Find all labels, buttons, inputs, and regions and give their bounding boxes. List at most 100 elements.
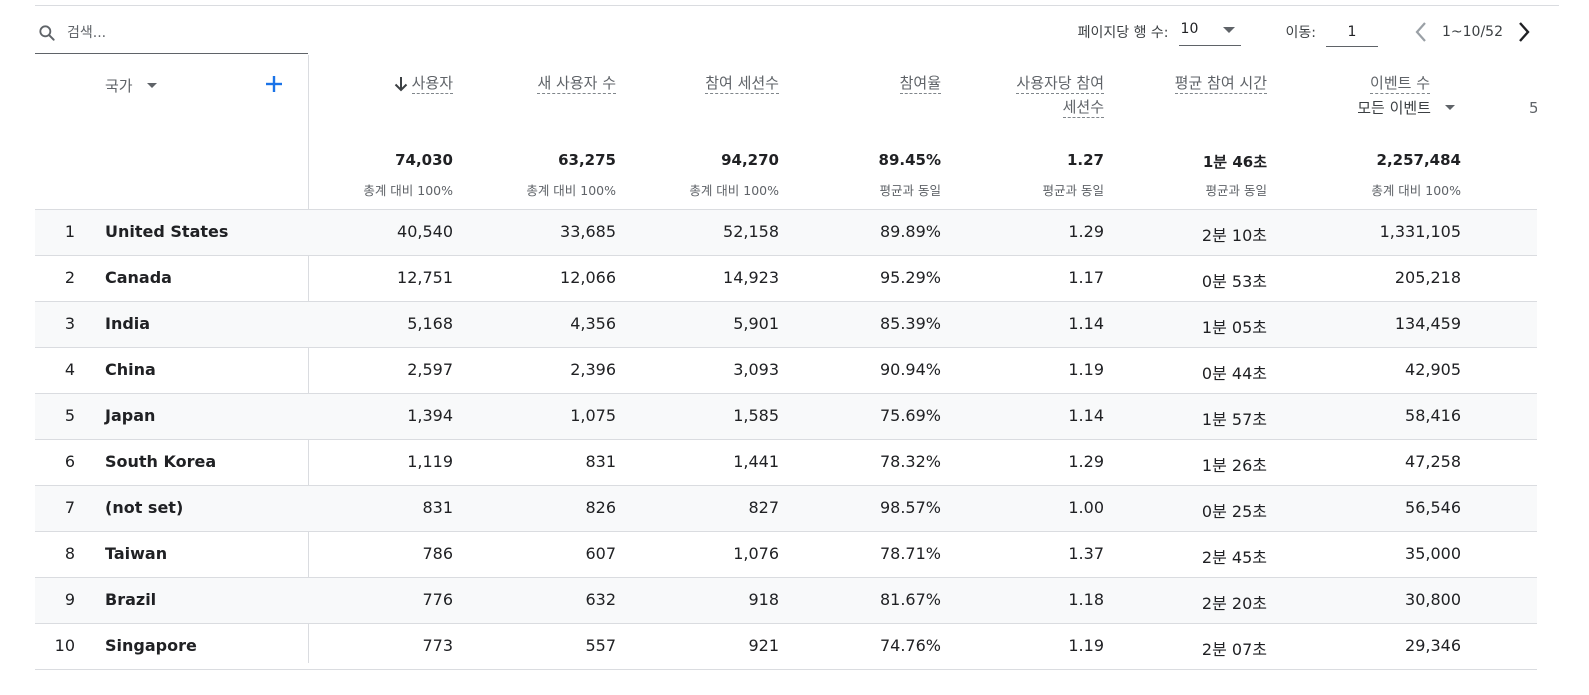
table-cell: 33,685 <box>560 222 616 241</box>
table-row[interactable]: 1 United States 40,540 33,685 52,158 89.89% 1.… <box>35 210 1537 256</box>
search-icon <box>39 25 55 41</box>
page-range: 1~10/52 <box>1442 24 1503 40</box>
column-title-line2: 세션수 <box>1062 98 1104 118</box>
column-header-event-count[interactable]: 이벤트 수 모든 이벤트 <box>1275 71 1455 118</box>
row-index: 7 <box>64 498 75 517</box>
row-index: 9 <box>64 590 75 609</box>
table-row[interactable]: 7 (not set) 831 826 827 98.57% 1.00 0분 25초 56,54… <box>35 486 1537 532</box>
table-cell: 776 <box>422 590 453 609</box>
plus-icon[interactable] <box>263 73 285 95</box>
table-cell: 52,158 <box>723 222 779 241</box>
table-cell: 1.29 <box>1068 222 1104 241</box>
caret-down-icon <box>1445 105 1455 110</box>
column-header-engaged-sessions[interactable]: 참여 세션수 <box>619 71 779 95</box>
table-cell: 921 <box>748 636 779 655</box>
table-cell: 4,356 <box>570 314 616 333</box>
table-cell: 1.00 <box>1068 498 1104 517</box>
table-cell: 1.19 <box>1068 360 1104 379</box>
clipped-column-header: 5 <box>1529 99 1537 117</box>
table-cell: 58,416 <box>1405 406 1461 425</box>
table-cell: 1.14 <box>1068 314 1104 333</box>
total-engaged-sessions: 94,270 <box>721 151 779 169</box>
row-country[interactable]: South Korea <box>105 452 217 471</box>
table-row[interactable]: 6 South Korea 1,119 831 1,441 78.32% 1.29 1분 26… <box>35 440 1537 486</box>
row-index: 8 <box>64 544 75 563</box>
caret-down-icon <box>1222 26 1235 33</box>
row-index: 6 <box>64 452 75 471</box>
event-filter-value: 모든 이벤트 <box>1357 99 1431 117</box>
chevron-right-icon <box>1519 22 1530 42</box>
table-cell: 98.57% <box>879 498 941 517</box>
goto-label: 이동: <box>1285 25 1317 41</box>
row-index: 1 <box>64 222 75 241</box>
column-title: 평균 참여 시간 <box>1174 74 1267 94</box>
column-title: 참여율 <box>899 74 941 94</box>
table-row[interactable]: 8 Taiwan 786 607 1,076 78.71% 1.37 2분 45초 35,000 <box>35 532 1537 578</box>
table-row[interactable]: 3 India 5,168 4,356 5,901 85.39% 1.14 1분 05초 134… <box>35 302 1537 348</box>
rows-per-page-select[interactable]: 10 <box>1178 19 1241 46</box>
row-country[interactable]: Canada <box>105 268 172 287</box>
table-row[interactable]: 10 Singapore 773 557 921 74.76% 1.19 2분 07초 29,3… <box>35 624 1537 670</box>
column-title: 사용자 <box>411 74 453 94</box>
table-cell: 205,218 <box>1394 268 1461 287</box>
row-country[interactable]: (not set) <box>105 498 184 517</box>
table-cell: 2,396 <box>570 360 616 379</box>
column-header-engagement-rate[interactable]: 참여율 <box>781 71 941 95</box>
table-cell: 35,000 <box>1405 544 1461 563</box>
table-cell: 78.71% <box>879 544 941 563</box>
next-page-button[interactable] <box>1511 19 1537 45</box>
table-row[interactable]: 9 Brazil 776 632 918 81.67% 1.18 2분 20초 30,800 <box>35 578 1537 624</box>
total-event-count: 2,257,484 <box>1376 151 1461 169</box>
table-cell: 918 <box>748 590 779 609</box>
table-cell: 1,331,105 <box>1379 222 1461 241</box>
table-cell: 827 <box>748 498 779 517</box>
table-cell: 786 <box>422 544 453 563</box>
row-country[interactable]: China <box>105 360 156 379</box>
search-input[interactable] <box>65 20 299 46</box>
row-index: 5 <box>64 406 75 425</box>
total-note: 평균과 동일 <box>1205 183 1267 198</box>
column-title: 이벤트 수 <box>1370 74 1430 94</box>
row-country[interactable]: Japan <box>105 406 156 425</box>
total-new-users: 63,275 <box>558 151 616 169</box>
table-cell: 1분 05초 <box>1201 318 1267 337</box>
table-cell: 1.17 <box>1068 268 1104 287</box>
prev-page-button[interactable] <box>1408 19 1434 45</box>
column-header-sessions-per-user[interactable]: 사용자당 참여 세션수 <box>944 71 1104 119</box>
table-cell: 2분 20초 <box>1201 594 1267 613</box>
total-note: 평균과 동일 <box>1042 183 1104 198</box>
table-header: 국가 사용자 새 사용자 수 참여 세션수 참여율 사용자당 참여 세 <box>35 55 1537 210</box>
table-row[interactable]: 5 Japan 1,394 1,075 1,585 75.69% 1.14 1분 57초 58,… <box>35 394 1537 440</box>
column-header-new-users[interactable]: 새 사용자 수 <box>456 71 616 95</box>
row-country[interactable]: India <box>105 314 151 333</box>
row-country[interactable]: Taiwan <box>105 544 168 563</box>
table-cell: 1.14 <box>1068 406 1104 425</box>
table-cell: 1.19 <box>1068 636 1104 655</box>
table-cell: 134,459 <box>1394 314 1461 333</box>
table-cell: 1,119 <box>407 452 453 471</box>
table-cell: 0분 25초 <box>1201 502 1267 521</box>
table-row[interactable]: 4 China 2,597 2,396 3,093 90.94% 1.19 0분 44초 42,… <box>35 348 1537 394</box>
column-header-avg-engagement-time[interactable]: 평균 참여 시간 <box>1107 71 1267 95</box>
column-divider <box>308 55 309 663</box>
table-cell: 1,585 <box>733 406 779 425</box>
total-users: 74,030 <box>395 151 453 169</box>
column-header-users[interactable]: 사용자 <box>293 71 453 95</box>
table-cell: 1,394 <box>407 406 453 425</box>
table-row[interactable]: 2 Canada 12,751 12,066 14,923 95.29% 1.17 0분 53… <box>35 256 1537 302</box>
table-cell: 90.94% <box>879 360 941 379</box>
table-cell: 29,346 <box>1405 636 1461 655</box>
row-country[interactable]: Brazil <box>105 590 157 609</box>
dimension-header[interactable]: 국가 <box>105 75 157 96</box>
goto-page-input[interactable] <box>1326 17 1379 47</box>
search-box[interactable] <box>35 10 308 54</box>
event-filter-select[interactable]: 모든 이벤트 <box>1357 97 1455 118</box>
table-cell: 56,546 <box>1405 498 1461 517</box>
table-cell: 1.18 <box>1068 590 1104 609</box>
row-country[interactable]: United States <box>105 222 229 241</box>
row-country[interactable]: Singapore <box>105 636 197 655</box>
table-cell: 1분 26초 <box>1201 456 1267 475</box>
total-sessions-per-user: 1.27 <box>1066 151 1104 169</box>
table-cell: 3,093 <box>733 360 779 379</box>
table-cell: 30,800 <box>1405 590 1461 609</box>
